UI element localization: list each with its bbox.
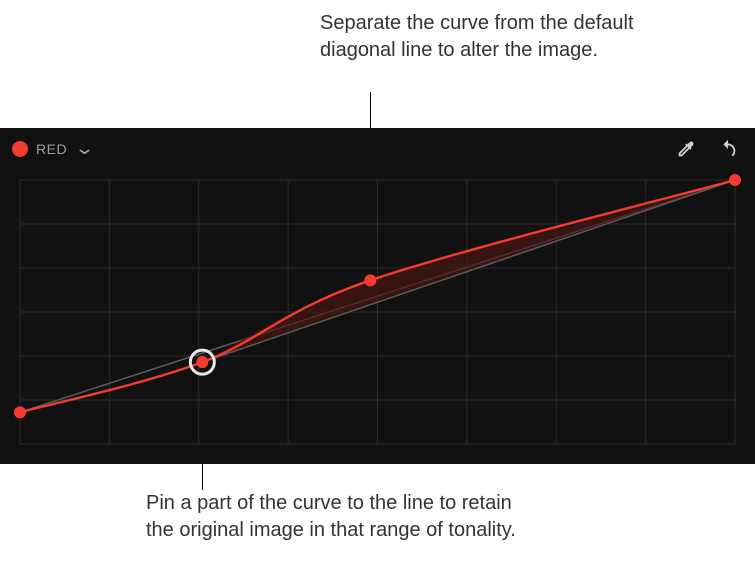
panel-toolbar [675,128,739,170]
curve-control-point[interactable] [364,274,376,286]
curve-control-point[interactable] [14,406,26,418]
curve-control-point[interactable] [729,174,741,186]
reset-icon[interactable] [717,138,739,160]
callout-top-text: Separate the curve from the default diag… [320,10,660,64]
color-curves-panel: RED ⌄ [0,128,755,464]
chevron-down-icon: ⌄ [74,139,95,157]
callout-bottom-text: Pin a part of the curve to the line to r… [146,490,526,544]
curve-control-point[interactable] [196,356,208,368]
curve-editor[interactable] [0,170,755,464]
channel-selector[interactable]: RED ⌄ [12,140,92,158]
channel-label: RED [36,141,67,157]
channel-color-dot [12,141,28,157]
panel-header: RED ⌄ [0,128,755,170]
eyedropper-icon[interactable] [675,138,697,160]
